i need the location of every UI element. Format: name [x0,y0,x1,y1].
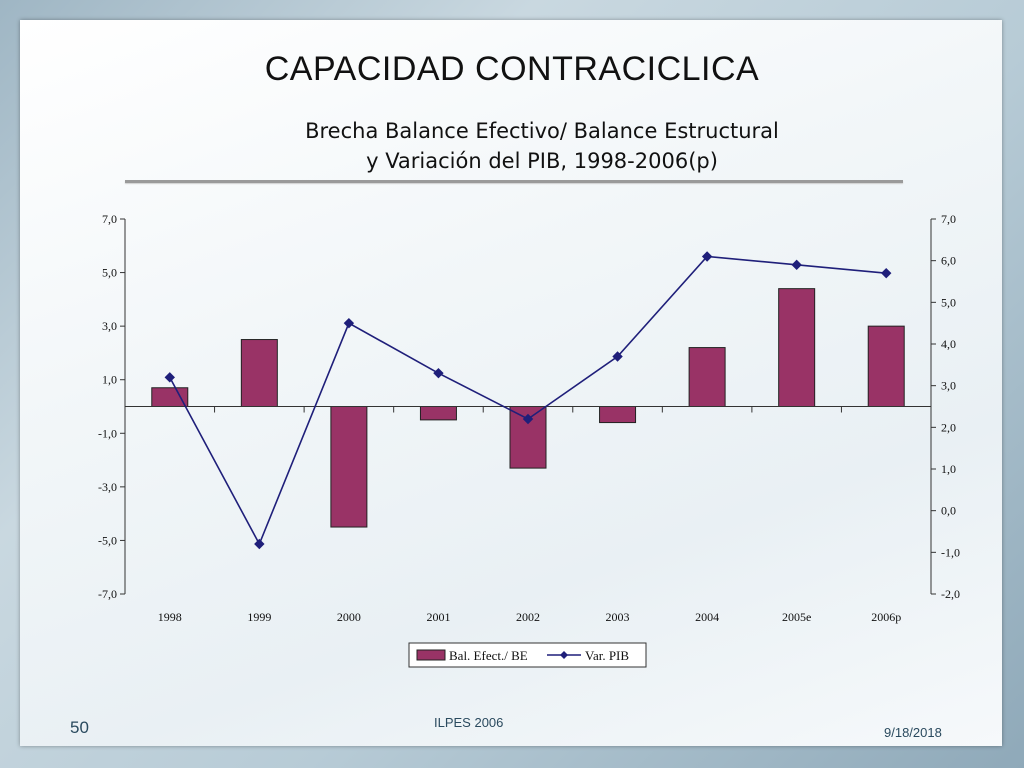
legend-box [408,642,647,668]
left-axis-tick-label: 5,0 [102,266,117,280]
legend-label-bar: Bal. Efect./ BE [449,648,528,663]
right-axis-tick-label: 5,0 [941,295,956,309]
slide-title: CAPACIDAD CONTRACICLICA [264,50,760,88]
right-axis-tick-label: -2,0 [941,587,960,601]
category-label-2006p: 2006p [871,610,901,624]
point-var-pib-2005e [791,259,802,271]
bar-2003 [599,406,637,424]
right-axis-tick-label: 1,0 [941,462,956,476]
bar-1999 [240,339,278,407]
point-var-pib-2006p [881,267,892,279]
point-var-pib-2003 [612,351,623,362]
category-label-2000: 2000 [337,610,361,624]
point-var-pib-2004 [701,251,713,262]
right-axis-tick-label: 6,0 [941,254,956,268]
category-label-2005e: 2005e [782,610,811,624]
right-axis-tick-label: 3,0 [941,379,956,393]
bar-2004 [688,347,726,408]
category-label-1998: 1998 [158,610,182,624]
legend-label-line: Var. PIB [585,648,629,663]
left-axis-tick-label: -5,0 [98,533,117,547]
bar-2001 [419,406,457,421]
bar-2006p [867,325,905,407]
point-var-pib-1999 [254,538,265,550]
bar-2005e [778,288,816,407]
right-axis-tick-label: 7,0 [941,212,956,226]
slide-subtitle: Brecha Balance Efectivo/ Balance Estruct… [0,116,1024,176]
footer-date: 9/18/2018 [884,725,942,740]
right-axis-tick-label: 0,0 [941,504,956,518]
left-axis-tick-label: 1,0 [102,373,117,387]
footer-organization: ILPES 2006 [434,715,504,730]
point-var-pib-2002 [522,413,534,425]
point-var-pib-2001 [433,367,444,379]
point-var-pib-2000 [343,317,355,329]
left-axis-tick-label: 3,0 [102,319,117,333]
category-label-2004: 2004 [695,610,719,624]
page-number: 50 [70,718,89,737]
legend-swatch-marker [560,651,568,659]
category-label-2002: 2002 [516,610,540,624]
left-axis-tick-label: -7,0 [98,587,117,601]
title-divider [125,180,903,183]
right-axis-tick-label: 4,0 [941,337,956,351]
left-axis-tick-label: -3,0 [98,480,117,494]
left-axis-tick-label: -1,0 [98,426,117,440]
left-axis-tick-label: 7,0 [102,212,117,226]
legend-swatch-bar [416,649,446,661]
right-axis-tick-label: 2,0 [941,420,956,434]
point-var-pib-1998 [164,372,175,383]
slide-frame [20,20,1002,746]
subtitle-line-2: y Variación del PIB, 1998-2006(p) [366,149,718,173]
subtitle-line-1: Brecha Balance Efectivo/ Balance Estruct… [305,119,779,143]
category-label-2003: 2003 [606,610,630,624]
bar-1998 [151,387,189,407]
category-label-2001: 2001 [426,610,450,624]
bar-2000 [330,406,368,528]
right-axis-tick-label: -1,0 [941,545,960,559]
category-label-1999: 1999 [247,610,271,624]
